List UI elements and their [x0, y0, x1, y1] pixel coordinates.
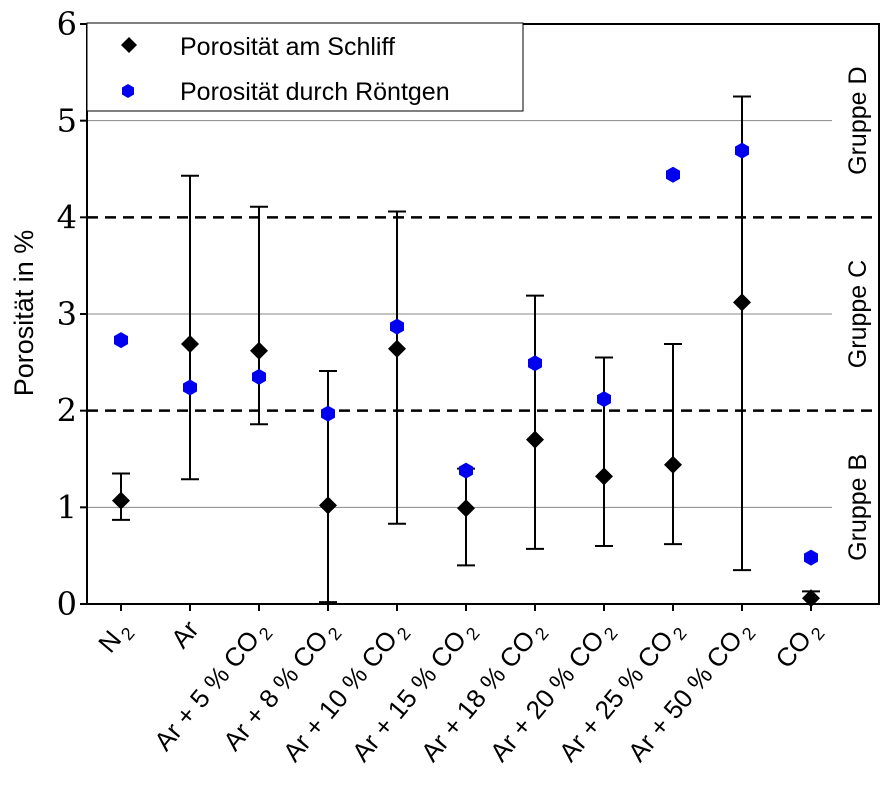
- x-tick-label: Ar: [165, 614, 205, 653]
- group-label: Gruppe B: [844, 454, 872, 561]
- y-tick-label: 4: [57, 198, 77, 236]
- y-tick-label: 1: [57, 488, 77, 526]
- group-label: Gruppe C: [844, 260, 872, 368]
- schliff-point: [457, 499, 475, 518]
- roentgen-point: [666, 166, 680, 183]
- roentgen-point: [597, 391, 611, 408]
- legend-diamond-icon: [121, 37, 137, 53]
- group-label: Gruppe D: [844, 66, 872, 174]
- x-tick-label: CO2: [769, 615, 828, 677]
- schliff-point: [733, 293, 751, 312]
- x-tick-label: Ar + 50 % CO2: [622, 615, 760, 770]
- x-tick-label: N2: [92, 615, 138, 661]
- legend-hexagon-icon: [122, 84, 134, 98]
- schliff-point: [112, 491, 130, 510]
- roentgen-point: [735, 142, 749, 159]
- schliff-point: [664, 455, 682, 474]
- schliff-point: [181, 334, 199, 353]
- y-axis-label: Porosität in %: [9, 230, 39, 397]
- legend-label-roentgen: Porosität durch Röntgen: [180, 78, 450, 106]
- y-tick-label: 3: [57, 295, 77, 333]
- schliff-point: [250, 341, 268, 360]
- schliff-point: [802, 589, 820, 608]
- roentgen-point: [528, 355, 542, 372]
- schliff-point: [595, 467, 613, 486]
- y-tick-label: 0: [57, 585, 77, 623]
- y-tick-label: 5: [57, 102, 77, 140]
- legend: Porosität am Schliff Porosität durch Rön…: [86, 22, 524, 112]
- legend-label-schliff: Porosität am Schliff: [180, 33, 395, 61]
- schliff-point: [388, 339, 406, 358]
- roentgen-point: [459, 462, 473, 479]
- roentgen-point: [114, 332, 128, 349]
- schliff-point: [526, 430, 544, 449]
- roentgen-point: [252, 368, 266, 385]
- roentgen-point: [183, 379, 197, 396]
- y-tick-label: 6: [57, 5, 77, 43]
- roentgen-point: [390, 318, 404, 335]
- roentgen-point: [804, 549, 818, 566]
- schliff-point: [319, 496, 337, 515]
- roentgen-point: [321, 405, 335, 422]
- y-tick-label: 2: [57, 392, 77, 430]
